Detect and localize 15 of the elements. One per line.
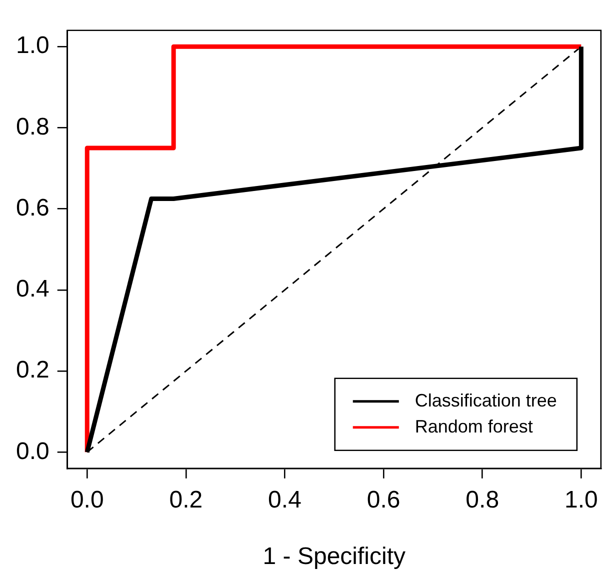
x-tick-label: 0.2	[169, 486, 203, 514]
x-tick-label: 0.4	[268, 486, 302, 514]
y-tick-label: 1.0	[16, 32, 50, 60]
y-tick-label: 0.0	[16, 438, 50, 465]
x-tick-label: 1.0	[564, 486, 598, 514]
x-tick-label: 0.0	[70, 486, 104, 514]
x-tick-label: 0.8	[466, 486, 500, 514]
legend-label: Classification tree	[414, 390, 557, 410]
y-tick-label: 0.4	[16, 276, 50, 303]
y-tick-label: 0.2	[16, 356, 50, 384]
legend-label: Random forest	[414, 416, 533, 436]
x-tick-label: 0.6	[366, 486, 400, 514]
y-tick-label: 0.8	[16, 113, 50, 140]
x-axis-title: 1 - Specificity	[262, 543, 406, 570]
y-tick-label: 0.6	[16, 194, 50, 222]
